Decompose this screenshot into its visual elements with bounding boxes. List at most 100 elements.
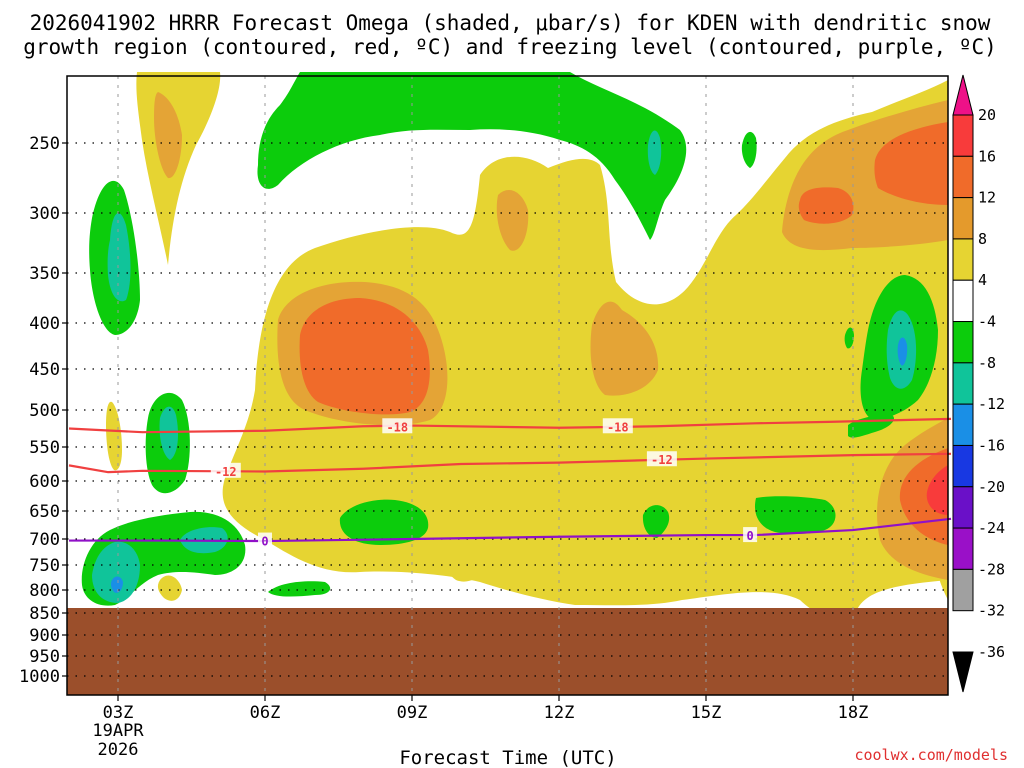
y-tick-label: 850 <box>29 604 60 624</box>
x-tick-label: 15Z <box>691 703 722 723</box>
colorbar-swatch <box>952 403 974 446</box>
omega-teal-1 <box>107 213 131 302</box>
colorbar-swatch <box>952 527 974 570</box>
colorbar-swatch <box>952 238 974 281</box>
contour-label: -12 <box>215 465 237 479</box>
omega-green-small-3 <box>642 505 670 538</box>
dgz-contour-minus12 <box>68 452 952 474</box>
x-axis: 03Z 06Z 09Z 12Z 15Z 18Z <box>103 695 869 723</box>
temperature-contours: -18 -18 -12 -12 0 0 <box>68 417 952 549</box>
colorbar-tick-label: -24 <box>978 519 1005 537</box>
colorbar-tick-label: 8 <box>978 230 987 248</box>
y-tick-label: 800 <box>29 581 60 601</box>
x-date-label-1: 19APR <box>92 721 144 741</box>
y-tick-label: 250 <box>29 134 60 154</box>
omega-green-small-6 <box>844 327 854 349</box>
omega-orange-3 <box>496 190 529 251</box>
contour-label-background <box>602 418 633 434</box>
colorbar-tick-label: -20 <box>978 478 1005 496</box>
y-tick-label: 500 <box>29 401 60 421</box>
omega-orange-4 <box>590 301 659 396</box>
y-tick-label: 450 <box>29 360 60 380</box>
colorbar-tick-label: -8 <box>978 354 996 372</box>
colorbar-tick-label: 20 <box>978 106 996 124</box>
contour-label: 0 <box>261 535 268 549</box>
colorbar-tick-label: 12 <box>978 189 996 207</box>
omega-green-small-4 <box>741 131 757 168</box>
colorbar-swatch <box>952 444 974 488</box>
colorbar-bottom-arrow <box>952 651 974 693</box>
x-tick-label: 18Z <box>838 703 869 723</box>
y-tick-label: 350 <box>29 264 60 284</box>
colorbar-swatch <box>952 114 974 157</box>
x-tick-label: 12Z <box>544 703 575 723</box>
colorbar-swatch <box>952 279 974 323</box>
y-axis: 2503003504004505005506006507007508008509… <box>19 134 67 687</box>
contour-label: -12 <box>651 453 673 467</box>
y-tick-label: 600 <box>29 472 60 492</box>
ground-below-surface <box>67 608 948 695</box>
y-tick-label: 900 <box>29 626 60 646</box>
colorbar-swatch <box>952 155 974 199</box>
colorbar-swatch <box>952 197 974 240</box>
omega-teal-5 <box>647 130 662 175</box>
dgz-contour-minus18 <box>68 417 952 434</box>
omega-green-small-1 <box>339 499 429 545</box>
omega-green-top <box>257 72 687 240</box>
y-tick-label: 750 <box>29 556 60 576</box>
colorbar-tick-label: -32 <box>978 602 1005 620</box>
colorbar-tick-label: -12 <box>978 395 1005 413</box>
y-tick-label: 1000 <box>19 667 60 687</box>
omega-yellow-blob-3 <box>449 563 480 582</box>
colorbar-swatch <box>952 321 974 364</box>
y-tick-label: 550 <box>29 438 60 458</box>
contour-label: -18 <box>607 420 629 434</box>
omega-yellow-blob-2 <box>157 575 182 601</box>
colorbar-tick-label: -28 <box>978 560 1005 578</box>
y-tick-label: 700 <box>29 530 60 550</box>
x-tick-label: 09Z <box>397 703 428 723</box>
credit-text: coolwx.com/models <box>854 746 1008 764</box>
omega-blue-1 <box>110 576 123 593</box>
plot-frame <box>66 75 949 696</box>
colorbar-swatch <box>952 486 974 529</box>
colorbar-swatch <box>952 362 974 405</box>
x-tick-label: 06Z <box>250 703 281 723</box>
omega-yellow-main <box>222 80 949 620</box>
colorbar: 20 16 12 8 4 -4 -8 -12 -16 -20 -24 -28 -32 -36 <box>952 74 1005 693</box>
contour-label: 0 <box>746 529 753 543</box>
chart-title-line-1: 2026041902 HRRR Forecast Omega (shaded, … <box>30 11 991 35</box>
colorbar-tick-label: -16 <box>978 436 1005 454</box>
x-date-label-2: 2026 <box>98 740 139 760</box>
omega-red-1 <box>926 465 948 515</box>
y-tick-label: 650 <box>29 502 60 522</box>
contour-label-background <box>210 462 241 478</box>
colorbar-swatch <box>952 568 974 612</box>
omega-teal-3 <box>92 541 140 603</box>
contour-label-background <box>646 451 677 467</box>
y-tick-label: 300 <box>29 204 60 224</box>
omega-shading <box>81 72 949 620</box>
omega-dark-orange-1 <box>299 298 430 415</box>
colorbar-tick-label: -4 <box>978 313 996 331</box>
x-axis-title: Forecast Time (UTC) <box>399 747 616 768</box>
omega-teal-2 <box>159 406 178 460</box>
omega-dark-orange-2 <box>798 187 854 224</box>
colorbar-tick-label: 16 <box>978 147 996 165</box>
y-tick-label: 950 <box>29 647 60 667</box>
contour-label-background <box>258 532 272 548</box>
omega-green-small-5 <box>754 496 836 535</box>
omega-green-small-2 <box>268 581 331 597</box>
y-tick-label: 400 <box>29 314 60 334</box>
colorbar-top-arrow <box>952 74 974 116</box>
contour-label-background <box>743 527 758 543</box>
chart-title-line-2: growth region (contoured, red, ºC) and f… <box>23 35 997 59</box>
x-tick-label: 03Z <box>103 703 134 723</box>
freezing-level-contour <box>69 517 952 543</box>
contour-label-background <box>382 418 413 434</box>
omega-orange-2 <box>154 92 182 179</box>
grid-lines <box>67 76 948 695</box>
contour-label: -18 <box>386 420 408 434</box>
colorbar-tick-label: 4 <box>978 271 987 289</box>
